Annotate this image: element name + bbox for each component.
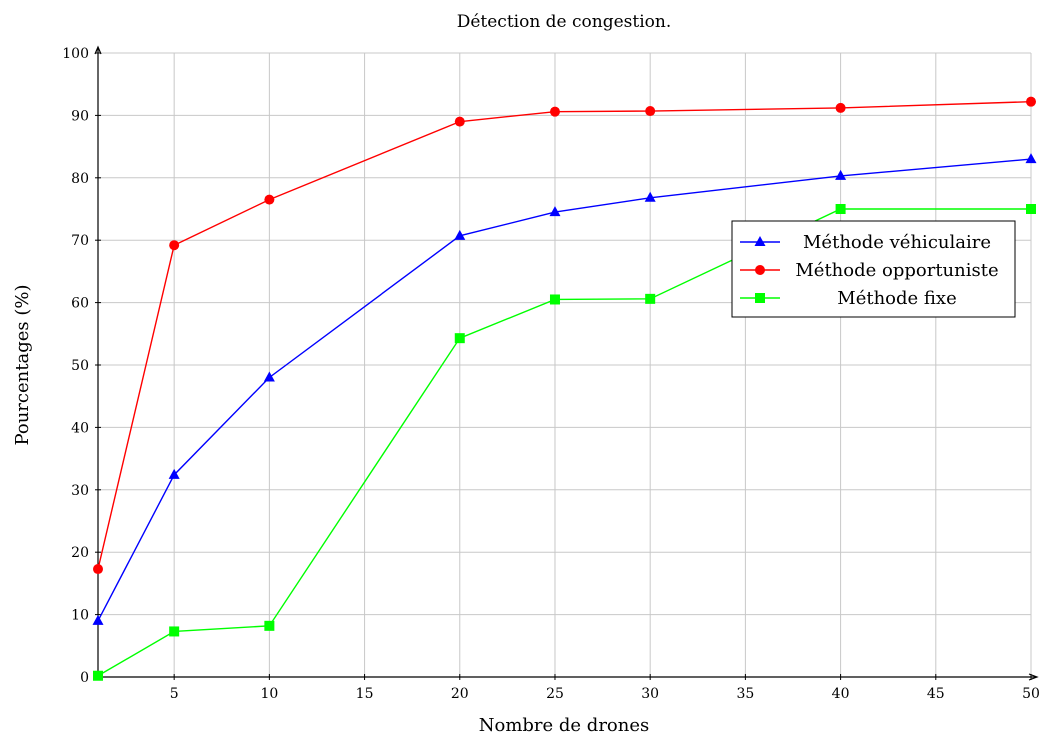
x-tick-label: 15 [356, 686, 374, 702]
y-tick-label: 10 [71, 608, 89, 624]
data-point-square [169, 626, 180, 637]
legend-box [731, 220, 1016, 318]
data-point-triangle [263, 371, 275, 382]
data-point-circle [169, 240, 180, 251]
data-point-circle [93, 564, 103, 575]
data-point-triangle [835, 169, 847, 180]
data-point-triangle [92, 614, 104, 625]
legend-marker [754, 236, 766, 246]
series-triangle [92, 153, 1037, 625]
data-point-circle [645, 106, 656, 117]
data-point-square [645, 293, 656, 304]
data-point-triangle [644, 191, 656, 202]
x-tick-label: 10 [260, 686, 278, 702]
x-tick-label: 25 [546, 686, 564, 702]
y-tick-label: 20 [71, 545, 89, 561]
data-point-circle [835, 102, 846, 113]
x-tick-label: 40 [832, 686, 850, 702]
tick-labels: 0 10 20 30 40 50 60 70 80 90 100 5 10 15 20 25 30 35 40 45 5… [62, 46, 1040, 702]
x-tick-label: 20 [451, 686, 469, 702]
data-point-circle [549, 106, 560, 117]
legend: Méthode véhiculaire Méthode opportuniste M… [731, 220, 1016, 318]
data-point-triangle [1025, 153, 1037, 164]
x-tick-label: 45 [927, 686, 945, 702]
x-axis-arrow [1028, 673, 1039, 681]
y-tick-label: 0 [80, 670, 89, 686]
data-point-square [264, 620, 275, 631]
y-tick-label: 100 [62, 46, 89, 62]
data-point-triangle [168, 468, 180, 479]
data-point-square [454, 333, 465, 344]
x-tick-label: 5 [170, 686, 179, 702]
y-tick-label: 30 [71, 483, 89, 499]
legend-marker [755, 265, 765, 275]
series-line-triangle [97, 158, 1032, 622]
y-tick-label: 70 [71, 233, 89, 249]
legend-label: Méthode véhiculaire [803, 232, 991, 253]
x-tick-label: 30 [641, 686, 659, 702]
x-tick-label: 50 [1022, 686, 1040, 702]
data-point-square [549, 294, 560, 305]
series-line-circle [97, 100, 1032, 570]
series-layer [92, 96, 1037, 681]
data-point-square [835, 204, 846, 214]
y-axis-arrow [94, 45, 102, 55]
data-point-square [93, 670, 103, 681]
grid [98, 52, 1032, 677]
y-tick-label: 40 [71, 420, 89, 436]
x-tick-label: 35 [736, 686, 754, 702]
data-point-circle [454, 116, 465, 127]
data-point-circle [264, 194, 275, 205]
y-tick-label: 80 [71, 171, 89, 187]
data-point-triangle [549, 206, 561, 217]
axes [94, 45, 1039, 681]
y-tick-label: 50 [71, 358, 89, 374]
data-point-circle [1026, 96, 1036, 107]
legend-label: Méthode opportuniste [795, 260, 998, 281]
data-point-triangle [454, 229, 466, 240]
legend-marker [755, 293, 765, 303]
chart-title: Détection de congestion. [457, 12, 672, 32]
x-axis-title: Nombre de drones [479, 715, 650, 736]
y-tick-label: 60 [71, 296, 89, 312]
data-point-square [1026, 204, 1036, 214]
series-circle [93, 96, 1036, 575]
y-tick-label: 90 [71, 108, 89, 124]
y-axis-title: Pourcentages (%) [12, 285, 33, 446]
legend-label: Méthode fixe [837, 288, 956, 309]
